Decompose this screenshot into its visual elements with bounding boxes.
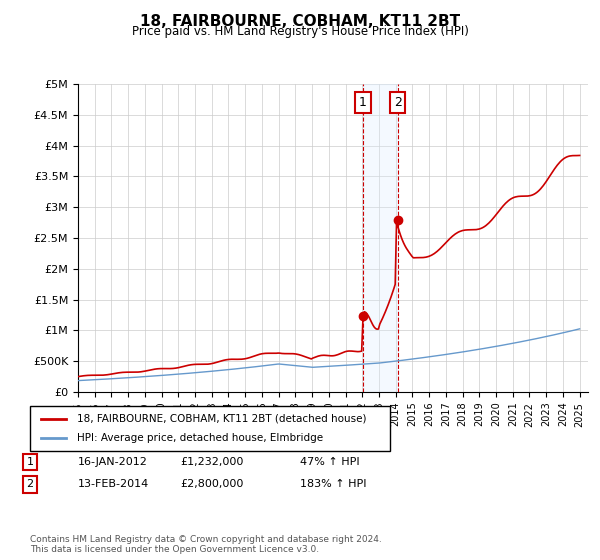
FancyBboxPatch shape: [30, 406, 390, 451]
Text: Price paid vs. HM Land Registry's House Price Index (HPI): Price paid vs. HM Land Registry's House …: [131, 25, 469, 38]
Text: 16-JAN-2012: 16-JAN-2012: [78, 457, 148, 467]
Text: 1: 1: [359, 96, 367, 109]
Text: 47% ↑ HPI: 47% ↑ HPI: [300, 457, 359, 467]
Bar: [363, 84, 398, 392]
Text: 18, FAIRBOURNE, COBHAM, KT11 2BT: 18, FAIRBOURNE, COBHAM, KT11 2BT: [140, 14, 460, 29]
Text: 183% ↑ HPI: 183% ↑ HPI: [300, 479, 367, 489]
Text: Contains HM Land Registry data © Crown copyright and database right 2024.
This d: Contains HM Land Registry data © Crown c…: [30, 535, 382, 554]
Text: 2: 2: [26, 479, 34, 489]
Text: 2: 2: [394, 96, 401, 109]
Text: £2,800,000: £2,800,000: [180, 479, 244, 489]
Text: HPI: Average price, detached house, Elmbridge: HPI: Average price, detached house, Elmb…: [77, 433, 323, 444]
Text: £1,232,000: £1,232,000: [180, 457, 244, 467]
Text: 18, FAIRBOURNE, COBHAM, KT11 2BT (detached house): 18, FAIRBOURNE, COBHAM, KT11 2BT (detach…: [77, 413, 366, 423]
Text: 1: 1: [26, 457, 34, 467]
Text: 13-FEB-2014: 13-FEB-2014: [78, 479, 149, 489]
